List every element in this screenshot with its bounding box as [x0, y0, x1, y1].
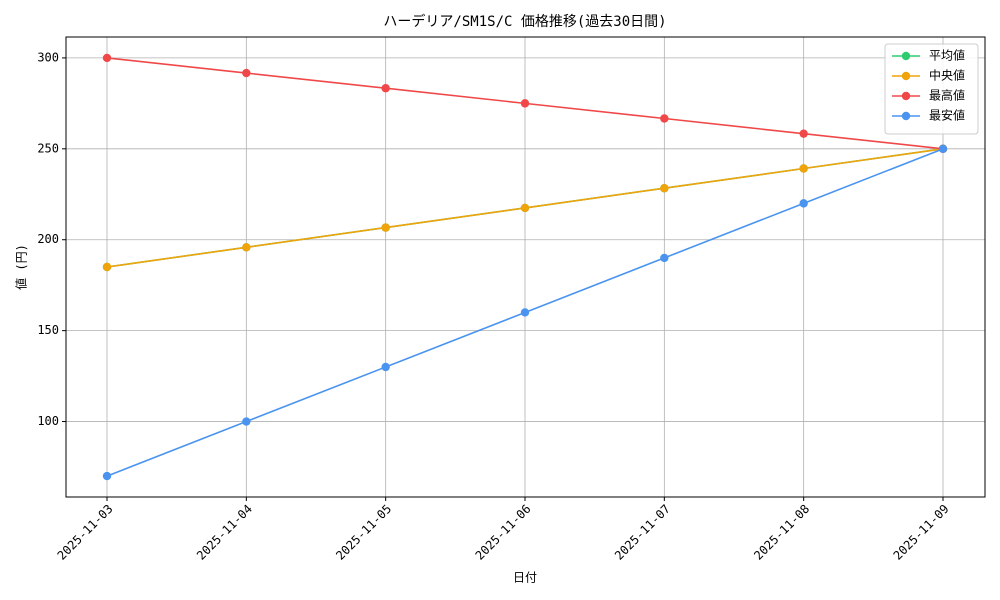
- point: [102, 53, 112, 63]
- point: [520, 203, 530, 213]
- point: [102, 262, 112, 272]
- x-axis-label: 日付: [513, 571, 537, 585]
- point: [799, 164, 808, 173]
- point: [799, 199, 808, 208]
- y-tick-label: 250: [37, 141, 59, 155]
- plot-frame: [65, 36, 986, 498]
- point: [242, 68, 251, 78]
- point: [381, 84, 390, 93]
- point: [242, 417, 251, 426]
- y-tick-label: 200: [37, 232, 59, 246]
- legend-marker: [901, 51, 911, 61]
- legend-marker: [901, 111, 911, 121]
- point: [102, 471, 112, 481]
- point: [660, 253, 669, 263]
- chart-title: ハーデリア/SM1S/C 価格推移(過去30日間): [383, 13, 666, 30]
- y-axis-label: 値 (円): [14, 244, 29, 290]
- y-tick-label: 100: [37, 414, 59, 428]
- point: [938, 144, 948, 154]
- y-tick-label: 300: [37, 50, 59, 64]
- legend-label: 最安値: [929, 108, 965, 123]
- legend-label: 中央値: [929, 68, 965, 83]
- legend-label: 最高値: [929, 88, 965, 103]
- point: [660, 114, 669, 123]
- legend-marker: [901, 71, 911, 81]
- point: [660, 184, 669, 193]
- legend-marker: [901, 91, 911, 101]
- y-tick-label: 150: [37, 323, 59, 337]
- point: [381, 223, 390, 232]
- point: [520, 99, 530, 108]
- point: [242, 243, 251, 252]
- point: [799, 129, 808, 138]
- point: [381, 362, 390, 372]
- legend-label: 平均値: [929, 48, 965, 63]
- legend-box: [884, 43, 979, 135]
- point: [520, 308, 530, 317]
